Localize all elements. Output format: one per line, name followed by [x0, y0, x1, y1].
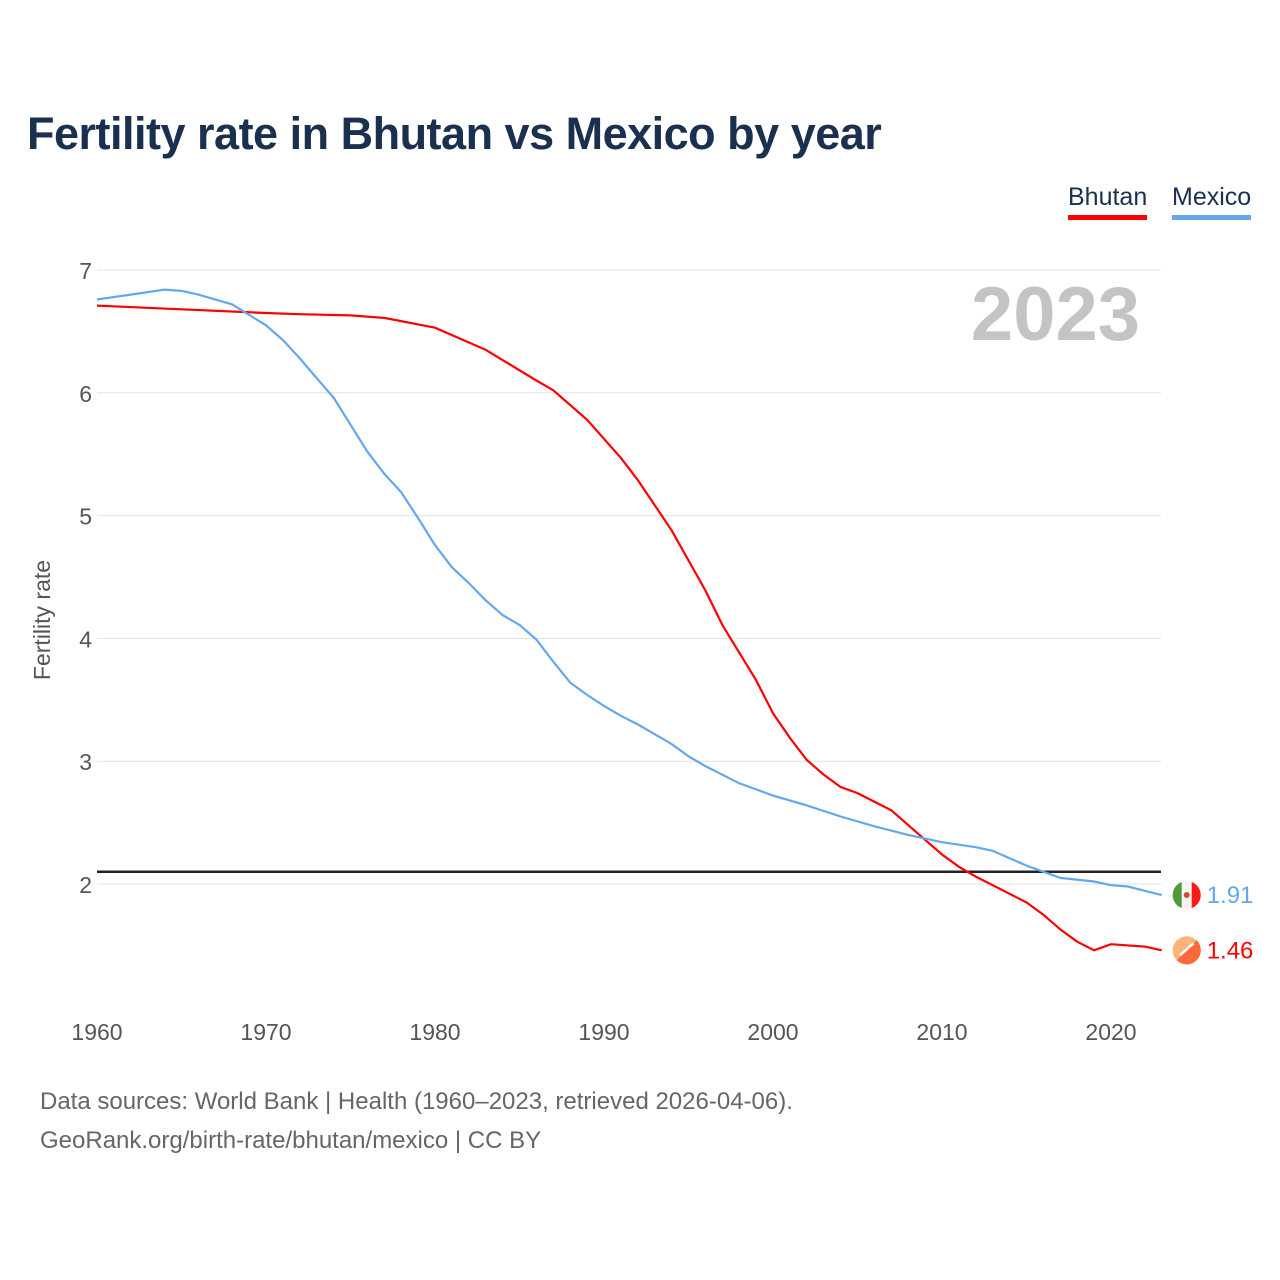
x-tick-label: 1990 [578, 1019, 629, 1045]
end-value-mexico: 1.91 [1207, 882, 1254, 909]
x-tick-label: 2020 [1085, 1019, 1136, 1045]
legend-item-mexico[interactable]: Mexico [1172, 183, 1252, 220]
y-tick-label: 4 [79, 626, 92, 652]
bhutan-flag-icon [1172, 936, 1201, 965]
series-line-mexico [96, 288, 1162, 897]
x-tick-label: 1980 [409, 1019, 460, 1045]
x-tick-label: 2010 [916, 1019, 967, 1045]
y-tick-label: 6 [79, 381, 92, 407]
current-year-label: 2023 [971, 272, 1140, 357]
flag-dragon [1178, 942, 1195, 957]
source-line-1: Data sources: World Bank | Health (1960–… [40, 1088, 793, 1115]
flag-green [1172, 881, 1182, 909]
x-tick-label: 1960 [71, 1019, 122, 1045]
series-line-bhutan [96, 304, 1162, 952]
legend-item-bhutan[interactable]: Bhutan [1068, 183, 1148, 220]
mexico-flag-icon [1172, 881, 1201, 910]
y-tick-label: 5 [79, 504, 92, 530]
source-line-2[interactable]: GeoRank.org/birth-rate/bhutan/mexico | C… [40, 1127, 542, 1154]
y-tick-label: 2 [79, 872, 92, 898]
flag-red [1191, 881, 1201, 909]
flag-emblem [1183, 892, 1190, 899]
y-axis-label: Fertility rate [29, 560, 55, 680]
x-tick-label: 2000 [747, 1019, 798, 1045]
end-value-bhutan: 1.46 [1207, 937, 1254, 964]
flag-orange [1176, 940, 1201, 965]
x-tick-label: 1970 [240, 1019, 291, 1045]
y-tick-label: 3 [79, 749, 92, 775]
chart-title: Fertility rate in Bhutan vs Mexico by ye… [27, 108, 882, 159]
y-tick-label: 7 [79, 258, 92, 284]
